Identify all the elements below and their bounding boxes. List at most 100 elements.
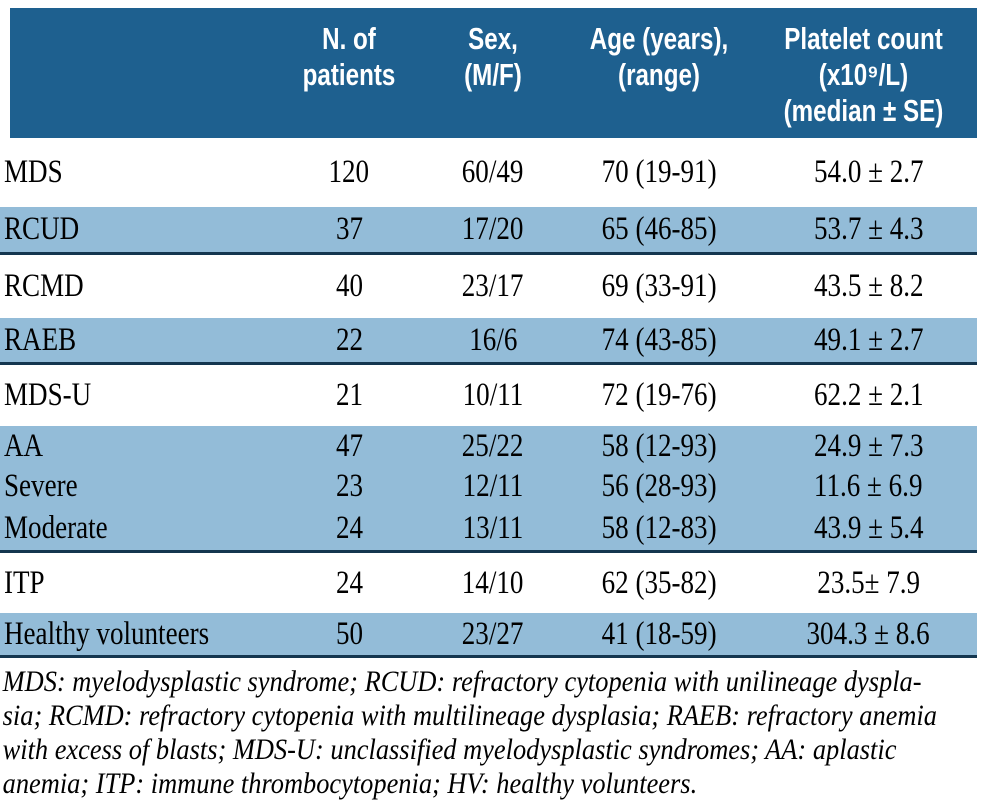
footnote: MDS: myelodysplastic syndrome; RCUD: ref…	[0, 658, 987, 801]
cell-value: 69 (33-91)	[601, 268, 717, 304]
cell-n-patients: 24	[280, 565, 418, 602]
cell-value: 24.9 ± 7.3	[813, 427, 924, 464]
cell-value: 25/22	[462, 427, 524, 464]
footnote-line: sia; RCMD: refractory cytopenia with mul…	[2, 699, 937, 732]
cell-value: 43.9 ± 5.4	[813, 509, 924, 546]
cell-age: 65 (46-85)	[568, 211, 750, 248]
cell-age: 58 (12-83)	[568, 510, 750, 547]
cell-age: 56 (28-93)	[568, 468, 750, 505]
cell-sex: 17/20	[418, 211, 568, 248]
row-label-text: ITP	[4, 564, 45, 601]
cell-value: 70 (19-91)	[601, 154, 717, 190]
header-text: Platelet count	[784, 21, 943, 56]
header-col-n-patients: N. of patients	[280, 8, 418, 138]
cell-value: 16/6	[468, 321, 518, 358]
cell-value: 23/27	[462, 615, 524, 652]
row-label-text: MDS-U	[4, 377, 92, 413]
cell-age: 58 (12-93)	[568, 428, 750, 465]
cell-age: 41 (18-59)	[568, 616, 750, 653]
footnote-line: MDS: myelodysplastic syndrome; RCUD: ref…	[2, 665, 922, 698]
header-col-age: Age (years), (range)	[568, 8, 750, 138]
cell-value: 304.3 ± 8.6	[806, 615, 931, 652]
cell-sex: 16/6	[418, 322, 568, 359]
cell-value: 56 (28-93)	[601, 467, 717, 504]
cell-sex: 10/11	[418, 377, 568, 414]
header-text: (x10⁹/L)	[818, 57, 909, 92]
cell-sex: 13/11	[418, 510, 568, 547]
cell-age: 74 (43-85)	[568, 322, 750, 359]
table-row-mds: MDS 120 60/49 70 (19-91) 54.0 ± 2.7	[0, 138, 977, 207]
row-label: RAEB	[0, 322, 280, 359]
table-header: N. of patients Sex, (M/F) Age (years), (…	[10, 8, 977, 138]
header-text: patients	[302, 57, 396, 92]
cell-platelet: 53.7 ± 4.3	[750, 211, 987, 248]
row-label-text: AA	[4, 427, 44, 464]
row-label-text: Severe	[4, 467, 78, 504]
row-label: Moderate	[0, 510, 280, 547]
cell-sex: 60/49	[418, 154, 568, 191]
cell-platelet: 49.1 ± 2.7	[750, 322, 987, 359]
row-label: MDS-U	[0, 377, 280, 414]
cell-value: 58 (12-93)	[601, 427, 717, 464]
row-label: ITP	[0, 565, 280, 602]
table-body: MDS 120 60/49 70 (19-91) 54.0 ± 2.7 RCUD…	[0, 138, 987, 658]
cell-value: 23	[335, 467, 363, 504]
cell-value: 47	[335, 427, 363, 464]
cell-value: 41 (18-59)	[601, 615, 717, 652]
cell-value: 12/11	[462, 467, 524, 504]
cell-value: 11.6 ± 6.9	[814, 467, 923, 504]
header-text: Sex,	[468, 21, 518, 56]
cell-value: 60/49	[462, 154, 524, 190]
cell-n-patients: 22	[280, 322, 418, 359]
cell-n-patients: 40	[280, 268, 418, 305]
cell-platelet: 11.6 ± 6.9	[750, 468, 987, 505]
cell-sex: 12/11	[418, 468, 568, 505]
row-label-text: Healthy volunteers	[4, 615, 210, 652]
header-col-platelet: Platelet count (x10⁹/L) (median ± SE)	[750, 8, 977, 138]
table-row-aa-moderate: Moderate 24 13/11 58 (12-83) 43.9 ± 5.4	[0, 506, 977, 553]
row-label-text: RAEB	[4, 321, 77, 358]
header-text: (median ± SE)	[783, 93, 944, 128]
table-row-healthy-volunteers: Healthy volunteers 50 23/27 41 (18-59) 3…	[0, 613, 977, 658]
cell-value: 21	[335, 377, 363, 413]
cell-value: 120	[328, 154, 370, 190]
cell-age: 62 (35-82)	[568, 565, 750, 602]
cell-value: 50	[335, 615, 363, 652]
cell-value: 37	[335, 211, 363, 247]
row-label: RCMD	[0, 268, 280, 305]
cell-age: 72 (19-76)	[568, 377, 750, 414]
footnote-line: with excess of blasts; MDS-U: unclassifi…	[2, 733, 897, 766]
cell-platelet: 23.5± 7.9	[750, 565, 987, 602]
cell-value: 24	[335, 509, 363, 546]
cell-value: 62 (35-82)	[601, 564, 717, 601]
cell-age: 69 (33-91)	[568, 268, 750, 305]
cell-platelet: 54.0 ± 2.7	[750, 154, 987, 191]
header-col-label	[10, 8, 280, 138]
table-row-itp: ITP 24 14/10 62 (35-82) 23.5± 7.9	[0, 553, 977, 613]
row-label-text: MDS	[4, 154, 63, 190]
footnote-line: anemia; ITP: immune thrombocytopenia; HV…	[2, 767, 698, 800]
cell-value: 65 (46-85)	[601, 211, 717, 247]
cell-value: 23/17	[462, 268, 524, 304]
table-row-rcud: RCUD 37 17/20 65 (46-85) 53.7 ± 4.3	[0, 207, 977, 255]
cell-age: 70 (19-91)	[568, 154, 750, 191]
cell-sex: 25/22	[418, 428, 568, 465]
cell-platelet: 43.5 ± 8.2	[750, 268, 987, 305]
cell-sex: 23/17	[418, 268, 568, 305]
table-row-aa: AA 47 25/22 58 (12-93) 24.9 ± 7.3	[0, 426, 977, 466]
row-label: AA	[0, 428, 280, 465]
table-row-raeb: RAEB 22 16/6 74 (43-85) 49.1 ± 2.7	[0, 318, 977, 365]
row-label-text: Moderate	[4, 509, 108, 546]
cell-platelet: 24.9 ± 7.3	[750, 428, 987, 465]
cell-value: 24	[335, 564, 363, 601]
cell-value: 23.5± 7.9	[817, 564, 920, 601]
cell-value: 17/20	[462, 211, 524, 247]
cell-n-patients: 47	[280, 428, 418, 465]
header-col-sex: Sex, (M/F)	[418, 8, 568, 138]
cell-value: 13/11	[462, 509, 524, 546]
row-label: MDS	[0, 154, 280, 191]
cell-value: 14/10	[462, 564, 524, 601]
cell-value: 54.0 ± 2.7	[813, 154, 924, 190]
cell-value: 10/11	[462, 377, 524, 413]
